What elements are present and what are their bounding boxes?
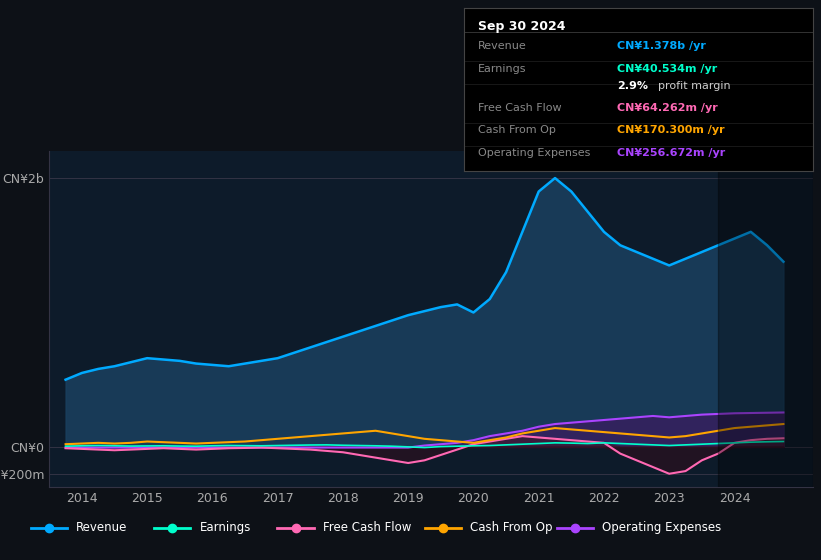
Text: Revenue: Revenue xyxy=(478,41,526,51)
Text: Cash From Op: Cash From Op xyxy=(470,521,553,534)
Text: CN¥256.672m /yr: CN¥256.672m /yr xyxy=(617,148,726,158)
Text: Earnings: Earnings xyxy=(478,64,526,73)
Text: Earnings: Earnings xyxy=(200,521,251,534)
Text: Free Cash Flow: Free Cash Flow xyxy=(323,521,411,534)
Text: Sep 30 2024: Sep 30 2024 xyxy=(478,20,566,33)
Text: Operating Expenses: Operating Expenses xyxy=(602,521,721,534)
Text: CN¥170.300m /yr: CN¥170.300m /yr xyxy=(617,125,725,136)
Text: Operating Expenses: Operating Expenses xyxy=(478,148,590,158)
Text: CN¥64.262m /yr: CN¥64.262m /yr xyxy=(617,102,718,113)
Text: profit margin: profit margin xyxy=(658,82,730,91)
Text: Free Cash Flow: Free Cash Flow xyxy=(478,102,562,113)
Text: CN¥40.534m /yr: CN¥40.534m /yr xyxy=(617,64,718,73)
Text: Revenue: Revenue xyxy=(76,521,128,534)
Text: CN¥1.378b /yr: CN¥1.378b /yr xyxy=(617,41,706,51)
Bar xyxy=(718,151,813,487)
Text: Cash From Op: Cash From Op xyxy=(478,125,556,136)
Text: 2.9%: 2.9% xyxy=(617,82,649,91)
